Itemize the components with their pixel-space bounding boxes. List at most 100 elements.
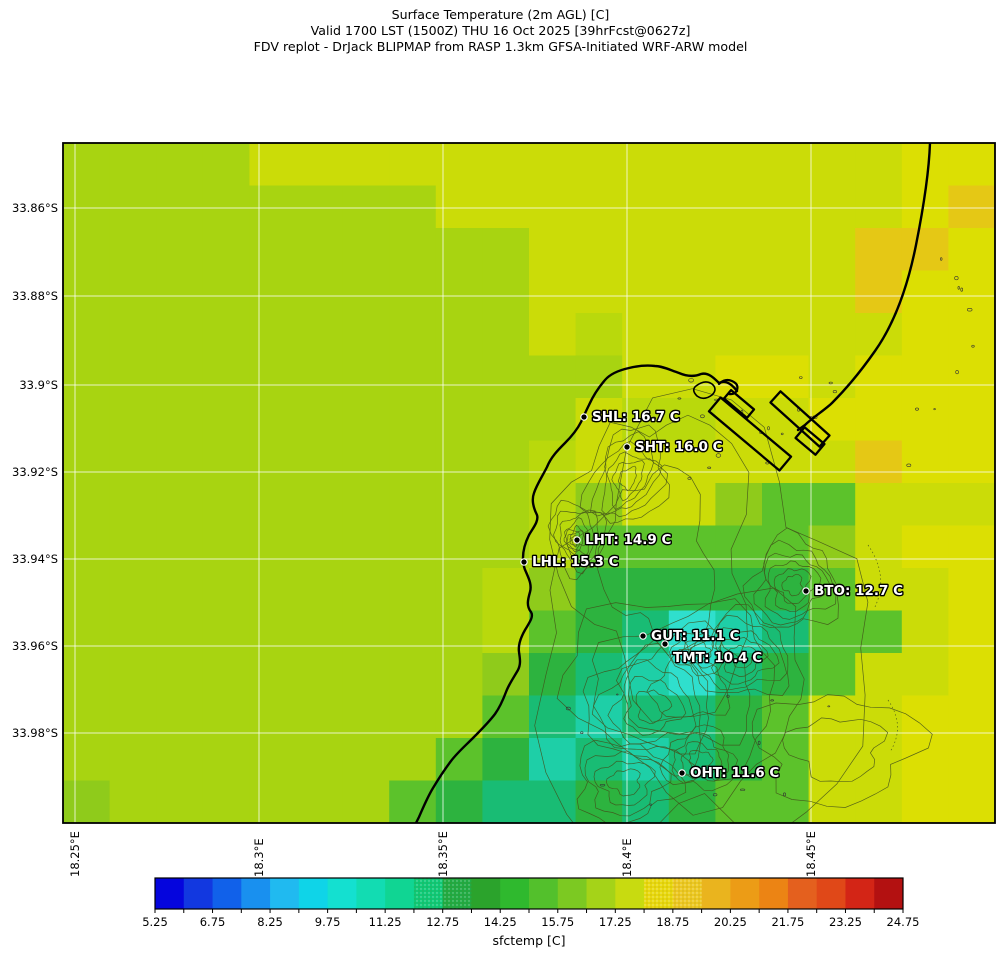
field-cell [575, 780, 623, 823]
contour-line [564, 517, 590, 556]
field-cell [901, 355, 949, 399]
colorbar-segment [787, 878, 818, 909]
field-cell [342, 653, 390, 697]
field-cell [762, 313, 810, 357]
field-cell [901, 525, 949, 569]
field-cell [202, 780, 250, 823]
field-cell [948, 738, 995, 782]
field-cell [575, 270, 623, 314]
contour-line [773, 568, 812, 604]
field-cell [529, 313, 577, 357]
graticule-gridlines [63, 143, 995, 823]
field-cell [435, 525, 483, 569]
field-cell [389, 738, 437, 782]
field-cell [575, 313, 623, 357]
field-cell [202, 143, 250, 187]
field-cell [715, 228, 763, 272]
station-dot-shl [580, 413, 588, 421]
field-cell [575, 185, 623, 229]
field-cell [342, 185, 390, 229]
station-dot-bto [802, 587, 810, 595]
station-dot-tmt [661, 640, 669, 648]
station-label-lhl: LHL: 15.3 C [532, 554, 619, 570]
field-cell [622, 525, 670, 569]
field-cell [715, 313, 763, 357]
contour-line [711, 627, 780, 685]
field-cell [622, 143, 670, 187]
speckle [782, 792, 786, 797]
colorbar-tick-label: 9.75 [315, 915, 341, 929]
field-cell [435, 228, 483, 272]
field-cell [668, 525, 716, 569]
lat-tick-label: 33.98°S [12, 726, 58, 740]
axis-tick-labels: 33.86°S 33.88°S 33.9°S 33.92°S 33.94°S 33.96°… [12, 201, 818, 877]
station-dot-lht [573, 536, 581, 544]
field-cell [249, 398, 297, 442]
speckle [565, 706, 571, 711]
lat-tick-label: 33.88°S [12, 289, 58, 303]
contour-dashed [887, 699, 898, 753]
contour-line [688, 640, 712, 662]
contour-line [559, 511, 594, 566]
field-cell [482, 185, 530, 229]
field-cell [342, 695, 390, 739]
speckle [827, 705, 831, 708]
field-cell [156, 228, 204, 272]
field-cell [668, 185, 716, 229]
field-cell [622, 270, 670, 314]
field-cell [948, 185, 995, 229]
speckle [715, 453, 722, 458]
field-cell [715, 185, 763, 229]
plot-title-block: Surface Temperature (2m AGL) [C] Valid 1… [0, 7, 1001, 55]
field-cell [482, 568, 530, 612]
speckle [726, 694, 730, 698]
field-cell [109, 780, 157, 823]
field-cell [855, 270, 903, 314]
field-cell [668, 440, 716, 484]
field-cell [855, 398, 903, 442]
colorbar-hatch [442, 878, 472, 909]
station-label-sht: SHT: 16.0 C [635, 439, 723, 455]
green-point-blob [692, 381, 716, 400]
field-cell [901, 780, 949, 823]
station-label-tmt: TMT: 10.4 C [673, 650, 762, 666]
field-cell [901, 610, 949, 654]
field-cell [389, 313, 437, 357]
contour-line [582, 630, 709, 777]
field-cell [668, 483, 716, 527]
field-cell [808, 653, 856, 697]
colorbar-caption: sfctemp [C] [493, 933, 566, 948]
field-cell [63, 483, 111, 527]
plot-valid-time: Valid 1700 LST (1500Z) THU 16 Oct 2025 [… [310, 23, 691, 38]
field-cell [296, 653, 344, 697]
field-cell [202, 738, 250, 782]
field-cell [342, 780, 390, 823]
field-cell [715, 143, 763, 187]
field-cell [948, 270, 995, 314]
contour-line [616, 620, 751, 746]
field-cell [389, 270, 437, 314]
field-cell [389, 355, 437, 399]
field-cell [808, 185, 856, 229]
field-cell [63, 398, 111, 442]
field-cell [482, 398, 530, 442]
field-cell [389, 483, 437, 527]
field-cell [296, 525, 344, 569]
field-cell [63, 313, 111, 357]
speckle [767, 426, 770, 431]
colorbar-tick-label: 11.25 [369, 915, 402, 929]
contour-line [576, 739, 687, 823]
field-cell [622, 398, 670, 442]
lon-tick-label: 18.25°E [68, 831, 82, 877]
field-cell [855, 483, 903, 527]
field-cell [249, 525, 297, 569]
lat-tick-label: 33.96°S [12, 639, 58, 653]
field-cell [156, 185, 204, 229]
field-cell [715, 780, 763, 823]
field-cell [202, 355, 250, 399]
field-cell [296, 738, 344, 782]
lon-tick-label: 18.3°E [252, 838, 266, 877]
temperature-field [63, 143, 995, 823]
harbor-piers [707, 388, 831, 472]
lon-tick-label: 18.4°E [620, 838, 634, 877]
